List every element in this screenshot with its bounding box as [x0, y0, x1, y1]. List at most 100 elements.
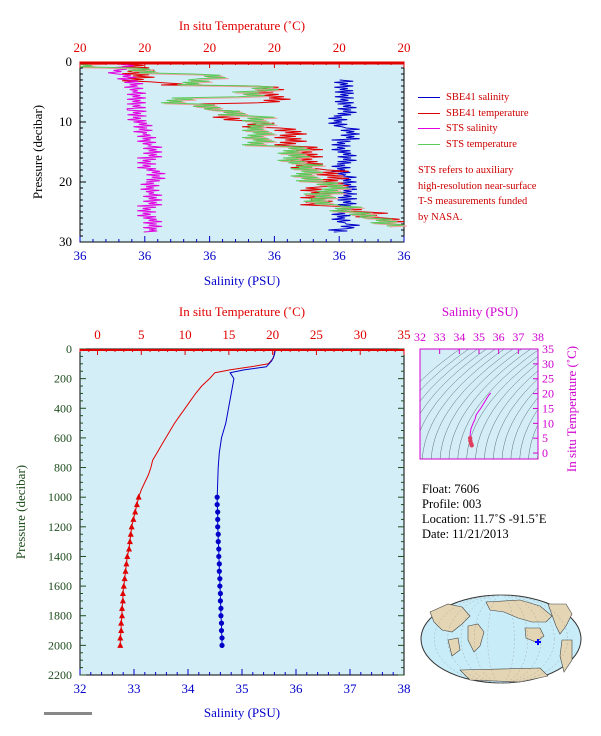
profile-sal-tick-label: 32 — [74, 681, 87, 696]
temperature-point — [128, 523, 135, 530]
ts-temp-tick-label: 35 — [542, 342, 554, 356]
temperature-point — [121, 575, 128, 582]
isopycnal-line — [457, 349, 538, 459]
profile-temp-tick-label: 20 — [266, 327, 279, 342]
legend: SBE41 salinity SBE41 temperature STS sal… — [418, 90, 529, 152]
isopycnal-line — [420, 349, 470, 392]
legend-item-sts-temperature: STS temperature — [418, 137, 529, 153]
profile-pressure-tick-label: 1600 — [48, 579, 72, 593]
profile-sal-tick-label: 34 — [182, 681, 196, 696]
ts-temp-axis-title: In situ Temperature (˚C) — [564, 346, 579, 472]
temperature-point — [133, 501, 140, 508]
map-float-marker — [535, 639, 541, 645]
isopycnal-line — [420, 349, 461, 382]
temperature-profile-line — [138, 348, 276, 498]
salinity-point — [217, 590, 223, 597]
float-info: Float: 7606 Profile: 003 Location: 11.7˚… — [422, 482, 547, 542]
ts-sal-axis-title: Salinity (PSU) — [442, 304, 518, 319]
ts-sal-tick-label: 32 — [414, 330, 426, 344]
isopycnal-line — [430, 349, 514, 459]
temperature-point — [132, 508, 139, 515]
temperature-point — [126, 538, 133, 545]
isopycnal-line — [420, 349, 479, 402]
profile-temp-tick-label: 35 — [398, 327, 411, 342]
isopycnal-line — [492, 378, 538, 459]
top-chart-temp-tick-label: 20 — [398, 40, 411, 55]
profile-pressure-tick-label: 200 — [54, 372, 72, 386]
legend-item-sbe41-salinity: SBE41 salinity — [418, 90, 529, 106]
salinity-point — [214, 501, 220, 508]
legend-item-sbe41-temperature: SBE41 temperature — [418, 106, 529, 122]
top-chart-temp-tick-label: 20 — [203, 40, 216, 55]
location: Location: 11.7˚S -91.5˚E — [422, 512, 547, 526]
ts-point — [469, 443, 474, 448]
temperature-point — [122, 567, 129, 574]
temperature-point — [118, 619, 125, 626]
map-meridian — [447, 594, 555, 684]
profile-temp-tick-label: 15 — [222, 327, 235, 342]
profile-temp-tick-label: 25 — [310, 327, 323, 342]
isopycnal-line — [501, 387, 538, 459]
temperature-point — [119, 590, 126, 596]
temperature-point — [119, 604, 126, 611]
series-sts-temperature — [79, 61, 405, 227]
sts-note: STS refers to auxiliary high-resolution … — [418, 165, 537, 223]
ts-temp-tick-label: 20 — [542, 387, 554, 401]
figure-stamp — [44, 712, 92, 715]
profile-temp-tick-label: 30 — [354, 327, 367, 342]
ts-temp-tick-label: 15 — [542, 401, 554, 415]
profile-pressure-tick-label: 400 — [54, 401, 72, 415]
isopycnal-line — [528, 423, 538, 459]
salinity-point — [217, 576, 223, 582]
temperature-point — [119, 612, 126, 619]
temperature-point — [135, 493, 142, 500]
legend-item-sts-salinity: STS salinity — [418, 121, 529, 137]
map-meridian — [434, 594, 568, 684]
isopycnal-line — [420, 349, 487, 415]
profile-number: Profile: 003 — [422, 497, 482, 511]
salinity-point — [218, 613, 224, 619]
top-chart-sal-tick-label: 36 — [268, 248, 282, 263]
salinity-point — [215, 539, 221, 545]
temperature-point — [120, 582, 127, 589]
ts-temp-tick-label: 25 — [542, 372, 554, 386]
salinity-point — [216, 568, 222, 574]
ts-isopycnals — [420, 349, 538, 459]
salinity-point — [215, 524, 221, 530]
salinity-point — [216, 546, 222, 552]
ts-sal-tick-label: 33 — [434, 330, 446, 344]
profile-pressure-tick-label: 800 — [54, 461, 72, 475]
ts-temp-tick-label: 5 — [542, 431, 548, 445]
top-chart-pressure-tick-label: 10 — [59, 114, 72, 129]
salinity-point — [219, 642, 225, 648]
ts-plot-area — [419, 348, 539, 460]
profile-temp-axis-title: In situ Temperature (˚C) — [179, 304, 305, 319]
profile-sal-tick-label: 33 — [128, 681, 141, 696]
temperature-point — [123, 560, 130, 567]
temperature-point — [117, 641, 124, 648]
map-landmass — [447, 637, 461, 657]
top-chart-sal-tick-label: 36 — [398, 248, 412, 263]
temperature-point — [130, 515, 137, 522]
temperature-point — [126, 545, 133, 552]
profile-temp-tick-label: 10 — [179, 327, 192, 342]
salinity-point — [215, 516, 221, 523]
salinity-point — [216, 561, 222, 567]
isopycnal-line — [475, 363, 538, 459]
top-chart-pressure-tick-label: 30 — [59, 234, 72, 249]
profile-sal-tick-label: 38 — [398, 681, 411, 696]
isopycnal-line — [422, 349, 505, 459]
top-chart-temp-tick-label: 20 — [268, 40, 281, 55]
salinity-point — [215, 509, 221, 515]
salinity-point — [218, 620, 225, 626]
ts-temp-tick-label: 10 — [542, 416, 554, 430]
map-landmass — [547, 603, 573, 635]
ts-sal-tick-label: 37 — [512, 330, 524, 344]
series-sts-salinity — [108, 61, 166, 233]
ts-sal-tick-label: 36 — [493, 330, 505, 344]
top-chart-sal-tick-label: 36 — [74, 248, 88, 263]
salinity-profile-line — [216, 348, 276, 498]
profile-sal-tick-label: 35 — [236, 681, 249, 696]
salinity-point — [218, 627, 225, 634]
